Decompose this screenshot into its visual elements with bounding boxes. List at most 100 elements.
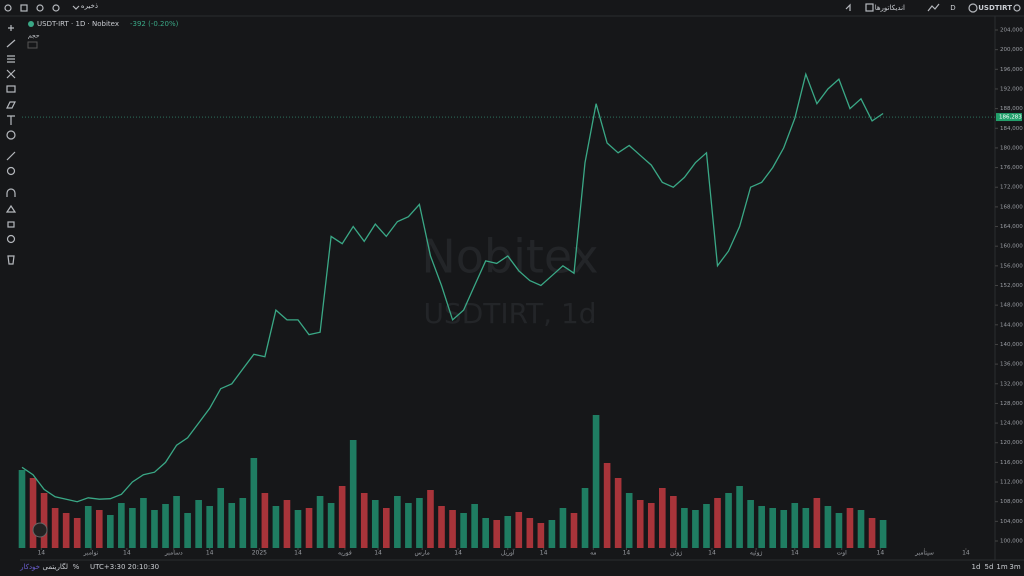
volume-bar (51, 508, 59, 548)
auto-toggle[interactable]: خودکار (19, 563, 40, 571)
fib-tool[interactable] (7, 55, 15, 63)
timezone[interactable]: UTC+3:30 20:10:30 (90, 563, 159, 571)
watermark: Nobitex (421, 230, 598, 284)
delete-tool[interactable] (7, 255, 15, 265)
interval[interactable]: D (950, 4, 955, 12)
plot-area: 100,000 104,000 108,000 112,000 116,000 120,0… (18, 28, 1023, 557)
volume-bar (40, 493, 48, 548)
y-tick-label: 164,000 (1000, 224, 1023, 230)
volume-bar (824, 506, 832, 548)
volume-bar (349, 440, 357, 548)
x-tick-label: مارس (415, 550, 430, 557)
volume-bar (658, 488, 666, 548)
volume-bar (647, 503, 655, 548)
x-tick-label: اوت (837, 550, 848, 557)
y-tick-label: 196,000 (1000, 67, 1023, 73)
pattern-tool[interactable] (6, 69, 16, 79)
x-tick-label: ژوئیه (750, 550, 763, 557)
fullscreen-icon[interactable] (20, 4, 28, 12)
y-tick-label: 192,000 (1000, 86, 1023, 92)
volume-bar (151, 510, 158, 548)
y-tick-label: 104,000 (1000, 519, 1023, 525)
ruler-tool[interactable] (6, 151, 16, 161)
y-tick-label: 184,000 (1000, 126, 1023, 132)
last-price-label: 186,283 (999, 115, 1022, 121)
volume-bar (537, 523, 545, 548)
y-tick-label: 100,000 (1000, 539, 1023, 545)
range-button: 3m (1009, 563, 1020, 571)
volume-bar (118, 503, 125, 548)
visibility-tool[interactable] (6, 234, 16, 244)
volume-bar (515, 512, 523, 548)
settings-icon[interactable] (36, 4, 44, 12)
lock-tool[interactable] (7, 221, 15, 228)
zoom-tool[interactable] (6, 166, 16, 176)
y-tick-label: 156,000 (1000, 263, 1023, 269)
emoji-tool[interactable] (6, 130, 16, 140)
volume-bar (857, 510, 865, 548)
x-tick-label: 14 (962, 550, 970, 557)
volume-bar (316, 496, 324, 548)
y-tick-label: 140,000 (1000, 342, 1023, 348)
y-tick-label: 132,000 (1000, 381, 1023, 387)
volume-bar (758, 506, 765, 548)
volume-bar (29, 478, 37, 548)
search-icon[interactable] (1013, 4, 1021, 12)
volume-bar (835, 513, 843, 548)
volume-bar (681, 508, 688, 548)
x-tick-label: 14 (540, 550, 548, 557)
volume-bar (471, 504, 478, 548)
x-tick-label: 14 (206, 550, 214, 557)
save-button[interactable]: ذخیره (81, 2, 98, 10)
brush-tool[interactable] (6, 101, 16, 109)
volume-bar (559, 508, 567, 548)
volume-bar (283, 500, 291, 548)
add-icon[interactable] (968, 3, 978, 13)
layout-icon[interactable] (865, 3, 874, 12)
x-tick-label: سپتامبر (914, 550, 934, 557)
x-tick-label: آوریل (501, 548, 515, 557)
x-tick-label: ژوئن (670, 550, 682, 557)
undo-icon[interactable] (845, 3, 851, 11)
trendline-tool[interactable] (6, 39, 16, 48)
volume-bar (107, 515, 114, 548)
chart-type-icon[interactable] (927, 3, 940, 12)
indicators-button[interactable]: اندیکاتورها (875, 4, 905, 12)
x-tick-label: فوریه (338, 550, 352, 557)
collapse-legend[interactable] (27, 41, 38, 49)
y-tick-label: 180,000 (1000, 145, 1023, 151)
clock-icon[interactable] (52, 4, 60, 12)
x-tick-label: 14 (294, 550, 302, 557)
volume-bar (239, 498, 247, 548)
dropdown-icon[interactable] (72, 5, 80, 10)
volume-bar (217, 488, 225, 548)
range-button: 1d (972, 563, 981, 571)
log-toggle[interactable]: لگاریتمی (43, 562, 68, 571)
camera-icon[interactable] (4, 4, 12, 12)
y-tick-label: 176,000 (1000, 165, 1023, 171)
x-tick-label: 14 (123, 550, 131, 557)
volume-bar (206, 506, 213, 548)
volume-bar (526, 518, 534, 548)
x-tick-label: نوامبر (83, 550, 99, 557)
volume-bar (670, 496, 677, 548)
x-tick-label: 14 (623, 550, 631, 557)
volume-bar (173, 496, 180, 548)
volume-bar (802, 508, 810, 548)
percent-toggle[interactable]: % (73, 563, 80, 571)
volume-bar (570, 513, 578, 548)
magnet-tool[interactable] (6, 188, 16, 197)
y-tick-label: 204,000 (1000, 28, 1023, 34)
price-line (21, 72, 884, 503)
volume-bar (195, 500, 202, 548)
draw-mode-tool[interactable] (5, 204, 17, 213)
crosshair-tool[interactable] (8, 25, 14, 31)
volume-bar (338, 486, 346, 548)
volume-bar (140, 498, 147, 548)
text-tool[interactable] (7, 115, 15, 125)
y-tick-label: 200,000 (1000, 47, 1023, 53)
measure-tool[interactable] (6, 85, 16, 93)
volume-bar (18, 470, 26, 548)
symbol[interactable]: USDTIRT (978, 4, 1012, 12)
volume-bar (84, 506, 92, 548)
